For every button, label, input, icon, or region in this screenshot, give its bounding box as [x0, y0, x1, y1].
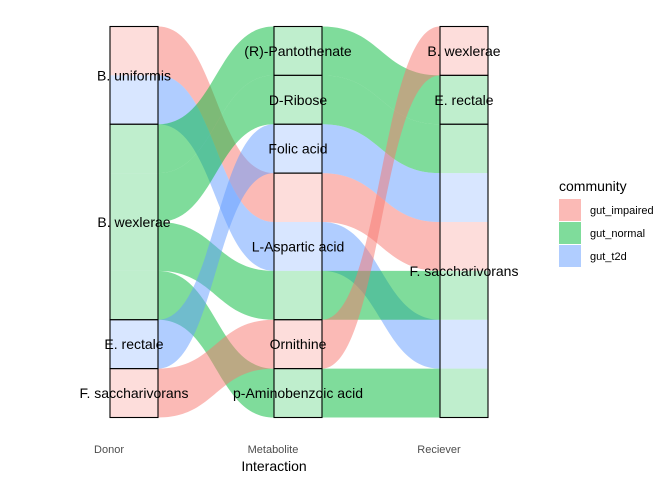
- legend-title: community: [559, 178, 627, 194]
- stratum-metabolite-d-ribose: [273, 74, 323, 125]
- x-axis-title: Interaction: [241, 458, 306, 474]
- stratum-label-donor-b-uniformis: B. uniformis: [97, 67, 171, 83]
- x-tick-reciever: Reciever: [417, 444, 461, 456]
- stratum-label-donor-b-wexlerae: B. wexlerae: [97, 214, 170, 230]
- stratum-reciever-b-wexlerae: [439, 25, 489, 76]
- strata-layer: B. uniformis B. wexlerae E. rectale F. sacc…: [80, 25, 519, 419]
- flow-b-wexlerae-r-pantothenate-e-rectale: [110, 26, 488, 174]
- stratum-metabolite-p-aminobenzoic-acid: [273, 368, 323, 419]
- flow-b-uniformis-l-aspartic-acid-f-saccharivorans: [110, 26, 488, 271]
- stratum-label-donor-f-saccharivorans: F. saccharivorans: [80, 385, 189, 401]
- x-tick-donor: Donor: [94, 444, 124, 456]
- flow-f-saccharivorans-ornithine-b-wexlerae: [110, 26, 488, 418]
- stratum-metabolite-r-pantothenate: [273, 25, 323, 76]
- flow-b-wexlerae-d-ribose-f-saccharivorans: [110, 75, 488, 222]
- stratum-label-metabolite-ornithine: Ornithine: [270, 336, 327, 352]
- stratum-donor-b-wexlerae: [109, 123, 159, 321]
- legend-key-gut-impaired: [559, 199, 581, 221]
- stratum-metabolite-folic-acid: [273, 123, 323, 174]
- stratum-donor-b-uniformis: [109, 25, 159, 125]
- x-axis: Donor Metabolite Reciever: [94, 444, 461, 456]
- legend-label-gut-t2d: gut_t2d: [590, 251, 627, 263]
- legend-key-gut-normal: [559, 222, 581, 244]
- stratum-label-metabolite-l-aspartic-acid: L-Aspartic acid: [252, 238, 345, 254]
- x-tick-metabolite: Metabolite: [248, 444, 299, 456]
- stratum-label-reciever-f-saccharivorans: F. saccharivorans: [410, 263, 519, 279]
- stratum-label-metabolite-d-ribose: D-Ribose: [269, 92, 328, 108]
- stratum-label-reciever-b-wexlerae: B. wexlerae: [427, 43, 500, 59]
- stratum-label-metabolite-r-pantothenate: (R)-Pantothenate: [244, 43, 352, 59]
- stratum-donor-e-rectale: [109, 319, 159, 370]
- stratum-metabolite-l-aspartic-acid: [273, 172, 323, 321]
- stratum-reciever-f-saccharivorans: [439, 123, 489, 419]
- stratum-donor-f-saccharivorans: [109, 368, 159, 419]
- legend-key-gut-t2d: [559, 245, 581, 267]
- legend-label-gut-normal: gut_normal: [590, 228, 645, 240]
- legend: community gut_impaired gut_normal gut_t2d: [559, 178, 654, 267]
- stratum-label-metabolite-p-aminobenzoic-acid: p-Aminobenzoic acid: [233, 385, 363, 401]
- stratum-label-donor-e-rectale: E. rectale: [104, 336, 163, 352]
- stratum-label-metabolite-folic-acid: Folic acid: [268, 141, 327, 157]
- legend-label-gut-impaired: gut_impaired: [590, 205, 654, 217]
- stratum-label-reciever-e-rectale: E. rectale: [434, 92, 493, 108]
- flow-e-rectale-folic-acid-f-saccharivorans: [110, 124, 488, 369]
